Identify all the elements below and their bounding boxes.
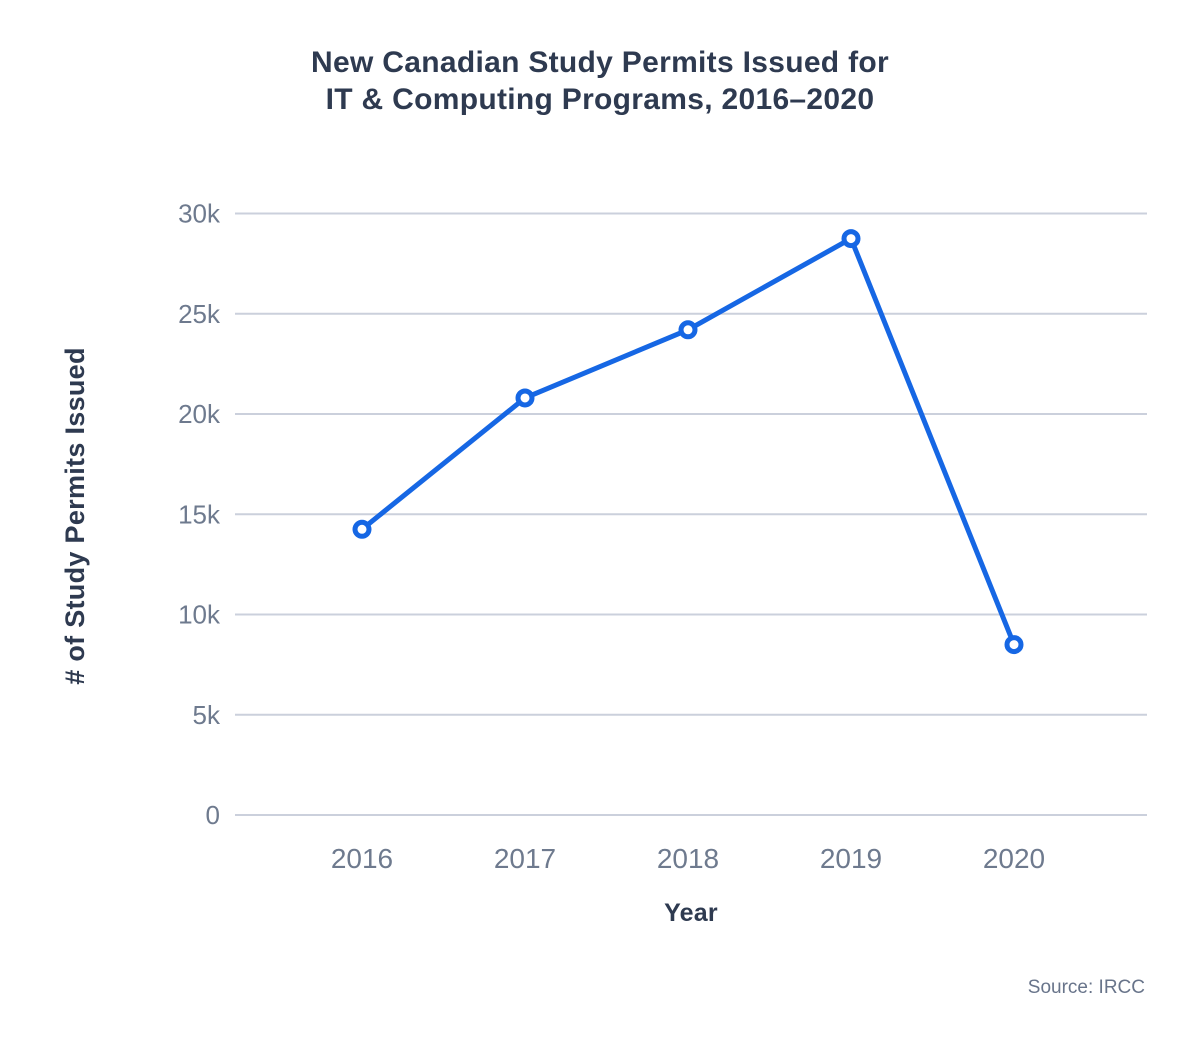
data-point-2020	[1004, 635, 1024, 655]
data-point-2019	[841, 229, 861, 249]
x-tick-label: 2019	[820, 843, 882, 874]
chart-title: New Canadian Study Permits Issued for IT…	[0, 44, 1200, 118]
y-tick-label: 0	[206, 800, 220, 830]
x-tick-label: 2017	[494, 843, 556, 874]
y-tick-label: 10k	[178, 600, 221, 630]
y-tick-label: 5k	[193, 700, 221, 730]
y-tick-label: 25k	[178, 299, 221, 329]
x-tick-label: 2020	[983, 843, 1045, 874]
data-line	[359, 236, 1017, 648]
x-tick-label: 2018	[657, 843, 719, 874]
chart-title-line2: IT & Computing Programs, 2016–2020	[325, 83, 875, 116]
data-point-2016	[352, 519, 372, 539]
y-tick-label: 30k	[178, 199, 221, 229]
x-tick-label: 2016	[331, 843, 393, 874]
data-point-2018	[678, 320, 698, 340]
data-point-2017	[515, 388, 535, 408]
chart-title-line1: New Canadian Study Permits Issued for	[311, 46, 889, 79]
x-axis-label: Year	[664, 899, 718, 927]
source-note: Source: IRCC	[1027, 977, 1145, 998]
y-tick-label: 15k	[178, 499, 221, 529]
y-tick-label: 20k	[178, 399, 221, 429]
